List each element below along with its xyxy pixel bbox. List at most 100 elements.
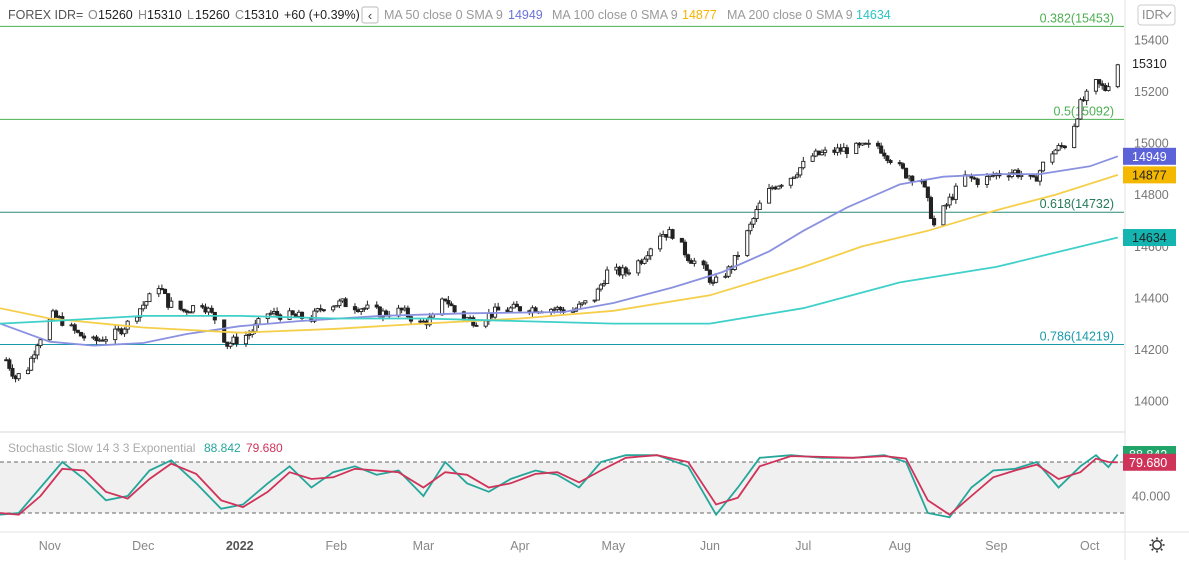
close-key: C bbox=[235, 8, 244, 22]
candle-body bbox=[944, 204, 949, 207]
candle-body bbox=[679, 237, 684, 243]
ma100-label: MA 100 close 0 SMA 9 bbox=[552, 8, 678, 22]
currency-dropdown[interactable]: IDR bbox=[1137, 4, 1176, 26]
candle-body bbox=[138, 308, 143, 318]
candle-body bbox=[517, 306, 523, 312]
change-value: +60 (+0.39%) bbox=[284, 8, 360, 22]
ma-line-200 bbox=[0, 236, 1119, 325]
candle-body bbox=[726, 266, 731, 277]
candle-body bbox=[440, 298, 445, 316]
symbol-label: FOREX IDR= bbox=[8, 8, 83, 22]
time-tick-label: 2022 bbox=[226, 539, 254, 553]
candle-body bbox=[819, 151, 825, 156]
candle-body bbox=[405, 307, 410, 318]
candle-body bbox=[287, 310, 292, 320]
candle-body bbox=[580, 302, 585, 305]
high-key: H bbox=[138, 8, 147, 22]
candle-body bbox=[10, 367, 15, 377]
candle-body bbox=[888, 160, 893, 163]
candle-body bbox=[337, 300, 342, 307]
candle-body bbox=[134, 316, 140, 322]
candle-body bbox=[879, 145, 884, 154]
low-key: L bbox=[187, 8, 194, 22]
candle-body bbox=[1097, 79, 1102, 85]
candle-body bbox=[53, 310, 59, 318]
candle-body bbox=[1037, 170, 1042, 182]
ma50-price-badge-text: 14949 bbox=[1132, 150, 1167, 164]
candle-body bbox=[626, 272, 631, 275]
candle-body bbox=[745, 230, 750, 256]
candle-body bbox=[776, 185, 781, 190]
high-value: 15310 bbox=[147, 8, 182, 22]
candle-body bbox=[169, 300, 174, 308]
candle-body bbox=[754, 209, 759, 220]
candle-body bbox=[903, 167, 909, 179]
price-tick-label: 15000 bbox=[1134, 137, 1169, 151]
candle-body bbox=[592, 299, 597, 302]
candle-body bbox=[972, 177, 977, 180]
candle-body bbox=[178, 300, 183, 310]
close-value: 15310 bbox=[244, 8, 279, 22]
ma200-price-badge bbox=[1123, 229, 1176, 247]
stochastic-label: Stochastic Slow 14 3 3 Exponential bbox=[8, 441, 195, 455]
candle-body bbox=[601, 283, 607, 286]
collapse-legend-button[interactable]: ‹ bbox=[361, 6, 379, 24]
candle-body bbox=[732, 255, 737, 270]
candle-body bbox=[810, 155, 815, 162]
time-tick-label: Jun bbox=[700, 539, 720, 553]
candle-body bbox=[1040, 161, 1046, 172]
candle-body bbox=[443, 298, 448, 301]
candle-body bbox=[823, 149, 828, 153]
candle-body bbox=[275, 311, 280, 316]
stochastic-pane[interactable] bbox=[0, 453, 1124, 519]
candle-body bbox=[1100, 83, 1105, 86]
stochastic-legend: Stochastic Slow 14 3 3 Exponential 88.84… bbox=[8, 441, 283, 455]
candle-body bbox=[1031, 175, 1036, 178]
candle-body bbox=[352, 306, 357, 311]
candle-body bbox=[1050, 153, 1055, 163]
candle-body bbox=[552, 308, 557, 311]
candle-body bbox=[446, 300, 451, 305]
time-tick-label: Nov bbox=[39, 539, 62, 553]
candle-body bbox=[885, 155, 890, 161]
candle-body bbox=[359, 308, 364, 313]
candle-body bbox=[16, 373, 21, 380]
settings-button[interactable] bbox=[1149, 537, 1165, 553]
currency-label: IDR bbox=[1142, 8, 1164, 22]
candle-body bbox=[692, 260, 697, 264]
ma100-price-badge-text: 14877 bbox=[1132, 168, 1167, 182]
gear-icon bbox=[1152, 540, 1162, 550]
candle-body bbox=[156, 288, 161, 295]
candle-body bbox=[318, 308, 323, 311]
candle-body bbox=[748, 223, 753, 232]
candle-body bbox=[1075, 118, 1080, 127]
candle-body bbox=[29, 357, 34, 371]
candle-body bbox=[209, 307, 214, 313]
candle-body bbox=[1115, 64, 1120, 88]
candle-body bbox=[122, 328, 127, 335]
stochastic-d-badge-text: 79.680 bbox=[1129, 456, 1167, 470]
last-price-label: 15310 bbox=[1132, 57, 1167, 71]
price-pane[interactable]: 0.382(15453) 0.5(15092) 0.618(14732) 0.786(… bbox=[0, 11, 1124, 383]
price-tick-label: 14800 bbox=[1134, 188, 1169, 202]
candle-body bbox=[103, 339, 108, 342]
price-tick-label: 14000 bbox=[1134, 395, 1169, 409]
ma-line-50 bbox=[0, 155, 1119, 347]
candle-body bbox=[670, 229, 675, 239]
candle-body bbox=[735, 254, 740, 257]
candle-body bbox=[32, 354, 37, 359]
candle-body bbox=[243, 334, 249, 345]
time-tick-label: Aug bbox=[889, 539, 911, 553]
candle-body bbox=[200, 305, 205, 308]
candle-body bbox=[362, 307, 367, 310]
candle-body bbox=[686, 254, 691, 261]
candle-body bbox=[882, 152, 887, 157]
candle-body bbox=[94, 336, 99, 342]
open-value: 15260 bbox=[98, 8, 133, 22]
ma50-value: 14949 bbox=[508, 8, 543, 22]
candle-body bbox=[854, 142, 859, 155]
candle-body bbox=[190, 305, 196, 313]
candle-body bbox=[166, 293, 171, 308]
candle-body bbox=[147, 293, 152, 303]
ma-line-100 bbox=[0, 174, 1119, 334]
